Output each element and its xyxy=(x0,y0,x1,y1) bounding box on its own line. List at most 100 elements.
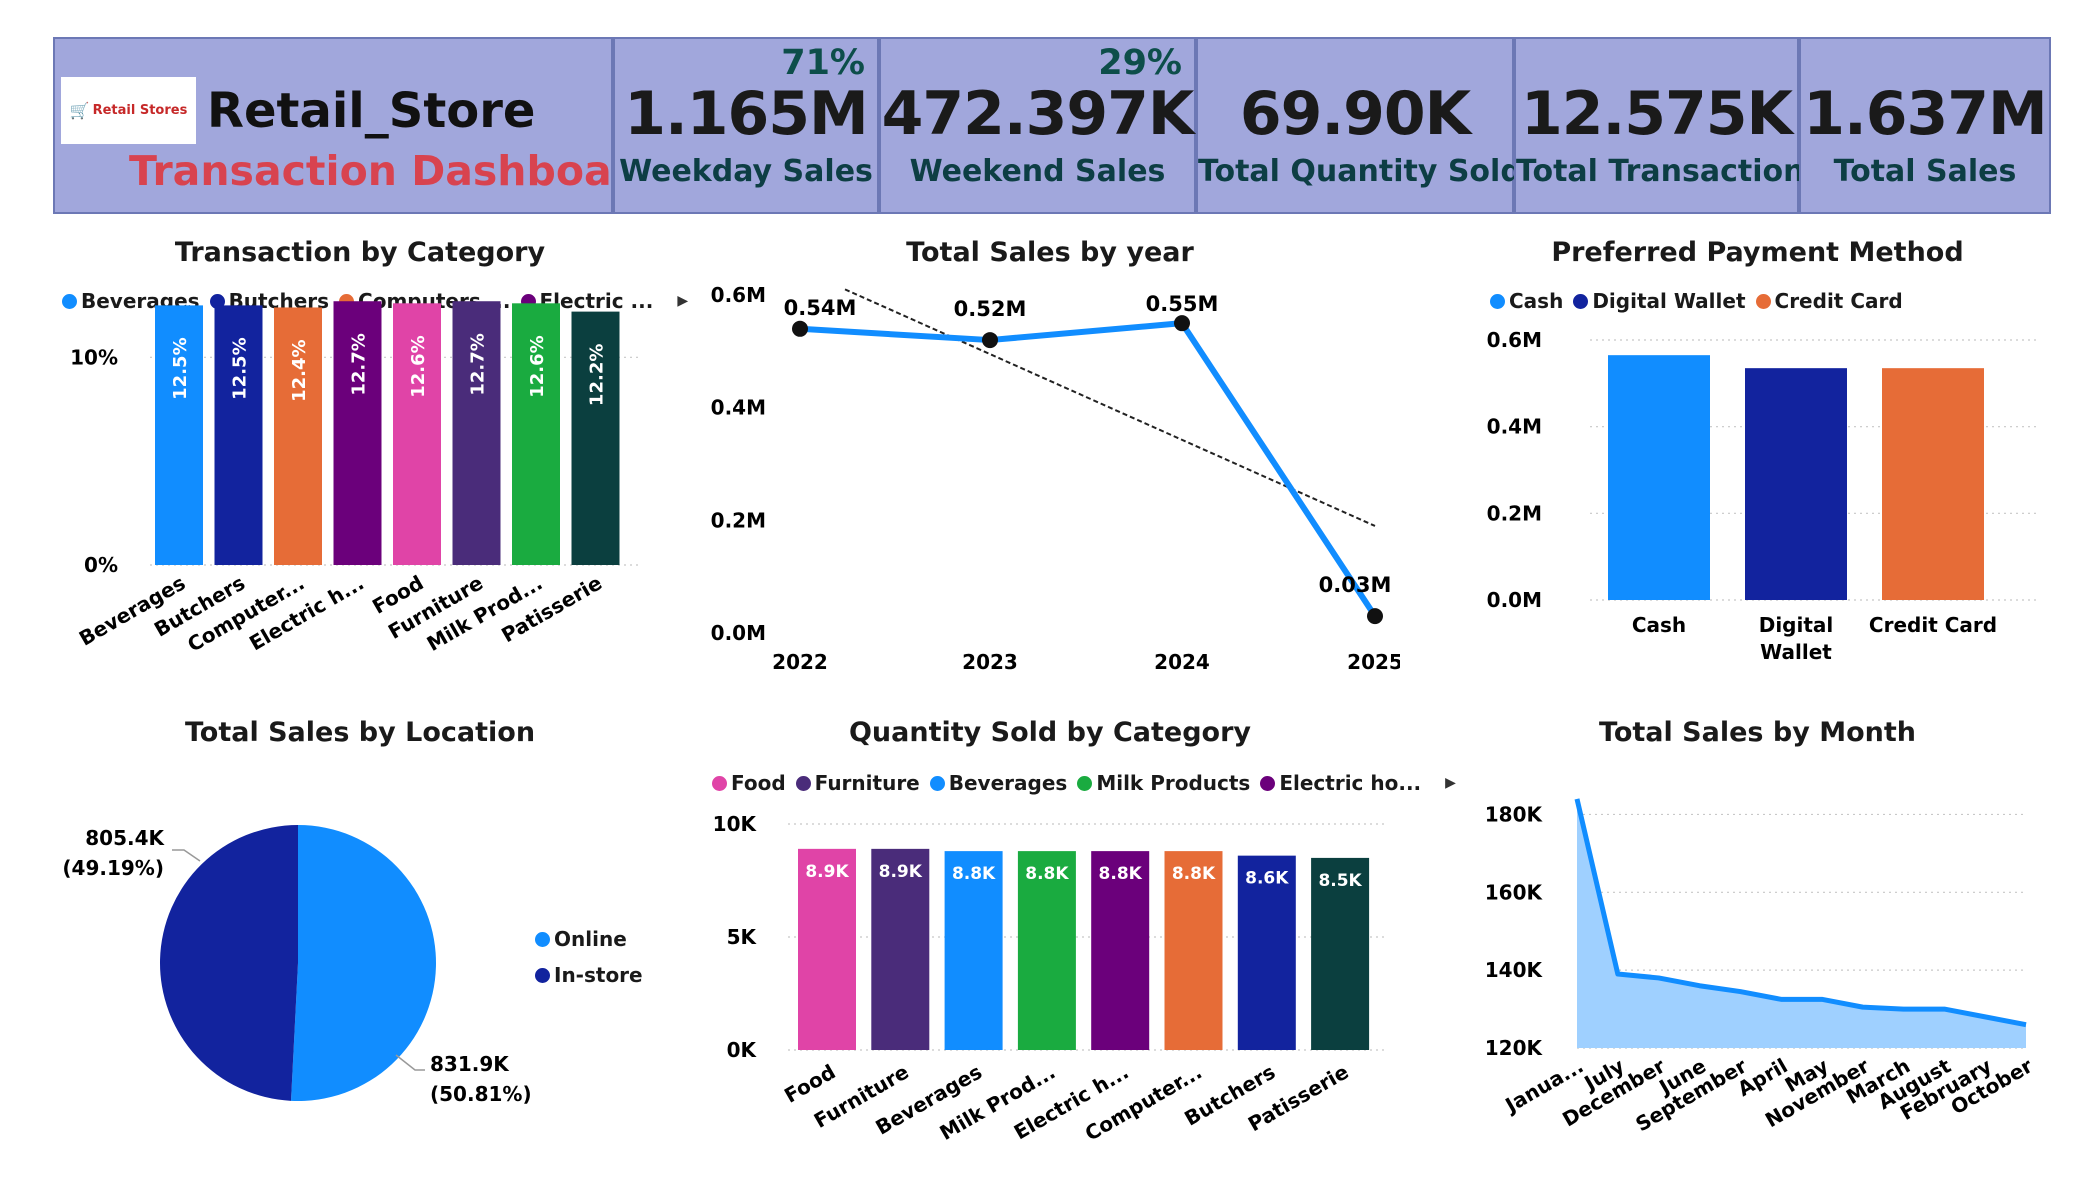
y-tick-label: 0.4M xyxy=(1487,415,1542,439)
total-sales-by-year-panel: Total Sales by year 0.0M 0.2M 0.4M 0.6M 0.54… xyxy=(700,225,1400,685)
total-sales-by-location-chart: 831.9K (50.81%) 805.4K (49.19%) xyxy=(62,825,532,1106)
chart-legend: Online In-store xyxy=(535,927,653,987)
chart-legend: Food Furniture Beverages Milk Products E… xyxy=(712,771,1456,795)
kpi-weekday-label: Weekday Sales xyxy=(619,154,873,189)
legend-item[interactable]: Beverages xyxy=(929,771,1067,795)
panel-title: Transaction by Category xyxy=(174,237,546,268)
x-tick-label: 2024 xyxy=(1154,650,1210,674)
bar xyxy=(333,301,382,565)
pie-slice xyxy=(159,825,298,1101)
data-label: 8.5K xyxy=(1318,871,1362,891)
bar xyxy=(798,848,856,1050)
data-label: 12.5% xyxy=(230,337,251,399)
brand-name: Retail_Store xyxy=(207,83,536,139)
legend-dot-icon xyxy=(1260,775,1276,791)
legend-item[interactable]: Online xyxy=(535,927,627,951)
legend-item[interactable]: Food xyxy=(712,771,786,795)
y-tick-label: 180K xyxy=(1485,802,1544,826)
data-label: (49.19%) xyxy=(62,856,164,880)
kpi-total-transaction[interactable]: 12.575K Total Transaction xyxy=(1514,37,1805,214)
bar xyxy=(571,311,620,565)
y-tick-label: 0% xyxy=(84,553,118,577)
data-point xyxy=(1174,315,1190,332)
y-tick-label: 0.0M xyxy=(711,621,766,645)
kpi-total-quantity[interactable]: 69.90K Total Quantity Sold xyxy=(1196,37,1522,214)
data-label: 12.6% xyxy=(408,335,429,397)
panel-title: Total Sales by Month xyxy=(1599,717,1916,748)
legend-item[interactable]: Digital Wallet xyxy=(1573,289,1746,313)
y-tick-label: 10K xyxy=(713,812,758,836)
total-sales-by-location-panel: Total Sales by Location Online In-store … xyxy=(40,705,680,1175)
y-tick-label: 0.6M xyxy=(1487,328,1542,352)
kpi-transaction-value: 12.575K xyxy=(1520,79,1793,149)
quantity-sold-by-category-chart: 0K5K10K8.9KFood8.9KFurniture8.8KBeverage… xyxy=(713,812,1385,1146)
data-label: 0.52M xyxy=(954,297,1027,321)
preferred-payment-method-panel: Preferred Payment Method Cash Digital Wa… xyxy=(1460,225,2055,685)
data-point xyxy=(1367,608,1383,625)
data-label: 8.9K xyxy=(879,862,923,882)
legend-dot-icon xyxy=(535,967,550,983)
legend-next-arrow-icon[interactable]: ▶ xyxy=(1445,775,1456,791)
y-tick-label: 0.2M xyxy=(1487,501,1542,525)
legend-dot-icon xyxy=(535,931,550,947)
data-label: 8.8K xyxy=(1172,864,1216,884)
cart-icon: 🛒 xyxy=(69,101,90,120)
retail-stores-logo: 🛒 Retail Stores xyxy=(61,77,196,144)
y-tick-label: 0.0M xyxy=(1487,588,1542,612)
bar xyxy=(155,305,203,565)
x-tick-label: 2022 xyxy=(772,650,828,674)
legend-dot-icon xyxy=(712,775,727,791)
bar xyxy=(1745,368,1847,600)
data-label: 8.6K xyxy=(1245,869,1289,889)
leader-line xyxy=(395,1054,425,1071)
kpi-quantity-value: 69.90K xyxy=(1239,79,1471,149)
legend-item[interactable]: Electric ho... xyxy=(1260,771,1421,795)
data-label: 12.4% xyxy=(289,339,310,401)
panel-title: Total Sales by year xyxy=(906,237,1194,268)
header-bar: 🛒 Retail Stores Retail_Store Transaction… xyxy=(53,37,2051,214)
y-tick-label: 0.4M xyxy=(711,396,766,420)
data-label: 12.7% xyxy=(349,333,370,395)
legend-item[interactable]: In-store xyxy=(535,963,643,987)
bar xyxy=(1311,857,1370,1050)
legend-item[interactable]: Credit Card xyxy=(1755,289,1903,313)
data-label: 12.5% xyxy=(170,337,191,399)
kpi-weekday-pct: 71% xyxy=(781,43,865,83)
transaction-by-category-panel: Transaction by Category Beverages Butche… xyxy=(40,225,688,685)
legend-dot-icon xyxy=(1490,293,1505,309)
data-label: 0.55M xyxy=(1146,292,1219,316)
preferred-payment-method-chart: 0.0M 0.2M 0.4M 0.6M Cash Digital Wallet Credit … xyxy=(1487,328,2040,664)
kpi-weekend-sales[interactable]: 29% 472.397K Weekend Sales xyxy=(879,37,1196,214)
kpi-weekend-pct: 29% xyxy=(1098,43,1182,83)
kpi-transaction-label: Total Transaction xyxy=(1516,154,1805,189)
kpi-quantity-label: Total Quantity Sold xyxy=(1198,154,1522,189)
y-tick-label: 10% xyxy=(70,345,118,369)
bar xyxy=(1882,368,1984,600)
total-sales-by-month-panel: Total Sales by Month 120K 140K 160K 180K Jan… xyxy=(1460,705,2055,1175)
x-tick-label: 2025 xyxy=(1347,650,1400,674)
series-line xyxy=(799,320,1378,618)
data-label: 8.8K xyxy=(952,864,996,884)
x-tick-label: Wallet xyxy=(1760,640,1832,664)
data-label: 831.9K xyxy=(430,1052,510,1076)
x-tick-label: Cash xyxy=(1632,613,1686,637)
y-tick-label: 0.2M xyxy=(711,508,766,532)
x-tick-label: 2023 xyxy=(962,650,1018,674)
chart-legend: Cash Digital Wallet Credit Card xyxy=(1490,289,1913,313)
panel-title: Total Sales by Location xyxy=(184,717,536,748)
data-label: 805.4K xyxy=(85,826,165,850)
legend-item[interactable]: Milk Products xyxy=(1077,771,1250,795)
legend-next-arrow-icon[interactable]: ▶ xyxy=(677,293,689,309)
pie-slice xyxy=(290,825,436,1101)
legend-dot-icon xyxy=(1755,293,1771,309)
bar xyxy=(452,301,501,565)
kpi-weekday-sales[interactable]: 71% 1.165M Weekday Sales xyxy=(613,37,879,214)
legend-item[interactable]: Cash xyxy=(1490,289,1563,313)
dashboard-title: Transaction Dashboard xyxy=(129,147,662,195)
legend-item[interactable]: Furniture xyxy=(795,771,920,795)
bar xyxy=(871,848,930,1050)
bar xyxy=(1017,851,1076,1050)
legend-item[interactable]: Beverages xyxy=(62,289,200,313)
data-point xyxy=(792,320,808,337)
kpi-total-sales[interactable]: 1.637M Total Sales xyxy=(1799,37,2051,214)
